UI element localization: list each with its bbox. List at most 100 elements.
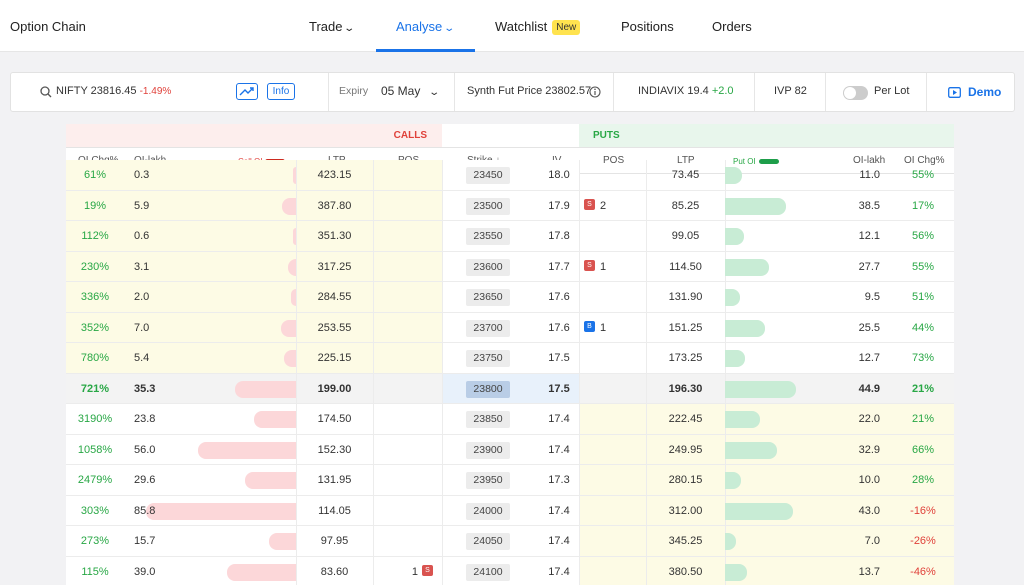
search-icon[interactable] (40, 86, 52, 98)
column-divider (646, 373, 647, 403)
chart-button[interactable] (236, 83, 258, 100)
table-row[interactable]: 3190% 23.8 174.50 23850 17.4 222.45 22.0 21% (66, 404, 954, 435)
put-ltp: 131.90 (668, 291, 703, 303)
strike-column-bg (442, 190, 579, 220)
table-row[interactable]: 1058% 56.0 152.30 23900 17.4 249.95 32.9 66% (66, 434, 954, 465)
nav-orders[interactable]: Orders (712, 19, 752, 34)
put-oi-bar-track (725, 404, 801, 434)
call-oi-lakh: 35.3 (134, 382, 156, 395)
strike-price[interactable]: 23950 (466, 472, 510, 489)
symbol-search[interactable]: NIFTY 23816.45 -1.49% (56, 85, 171, 97)
symbol-price: 23816.45 (90, 85, 137, 97)
position-type-badge: B (584, 321, 595, 333)
position-type-badge: S (584, 199, 595, 211)
ivp: IVP 82 (774, 85, 807, 97)
implied-volatility: 17.5 (548, 352, 570, 364)
put-oi-lakh: 12.1 (858, 230, 880, 242)
call-ltp: 152.30 (317, 443, 352, 456)
table-row[interactable]: 780% 5.4 225.15 23750 17.5 173.25 12.7 73% (66, 343, 954, 374)
strike-column-bg (442, 404, 579, 434)
strike-column-bg (442, 526, 579, 556)
implied-volatility: 17.4 (548, 565, 570, 578)
position-qty: 2 (600, 199, 607, 212)
strike-price[interactable]: 23850 (466, 411, 510, 428)
strike-price[interactable]: 23600 (466, 258, 510, 276)
info-button[interactable]: Info (267, 83, 295, 100)
info-circle-icon[interactable] (589, 86, 601, 98)
table-row[interactable]: 352% 7.0 253.55 23700 17.6 B 1 151.25 25.5 44% (66, 312, 954, 343)
column-divider (442, 404, 443, 434)
table-row[interactable]: 721% 35.3 199.00 23800 17.5 196.30 44.9 21% (66, 373, 954, 404)
nav-positions[interactable]: Positions (621, 19, 674, 34)
table-row[interactable]: 115% 39.0 83.60 1 S 24100 17.4 380.50 13.7 -46% (66, 556, 954, 585)
table-row[interactable]: 273% 15.7 97.95 24050 17.4 345.25 7.0 -26% (66, 526, 954, 557)
put-oi-bar-track (725, 557, 801, 585)
strike-column-bg (442, 465, 579, 495)
strike-price[interactable]: 24050 (466, 533, 510, 550)
nav-watchlist[interactable]: Watchlist New (495, 19, 581, 36)
demo-button[interactable]: Demo (968, 85, 1002, 99)
call-itm-shade (66, 251, 442, 281)
put-ltp: 99.05 (671, 230, 700, 242)
put-oi-bar (725, 289, 740, 306)
put-oi-lakh: 44.9 (858, 382, 880, 395)
table-row[interactable]: 112% 0.6 351.30 23550 17.8 99.05 12.1 56% (66, 221, 954, 252)
call-oi-change: 1058% (77, 443, 113, 456)
column-divider (646, 312, 647, 342)
put-oi-change: 55% (911, 169, 935, 181)
per-lot-toggle[interactable] (843, 86, 868, 100)
column-divider (373, 526, 374, 556)
table-group-header: CALLS PUTS (66, 124, 954, 147)
col-put-oi-lakh[interactable]: OI-lakh (853, 155, 886, 166)
col-put-pos[interactable]: POS (603, 155, 625, 166)
call-ltp: 131.95 (317, 474, 352, 486)
call-ltp: 387.80 (317, 199, 352, 212)
put-oi-change: 21% (911, 382, 935, 395)
col-put-oi-chg[interactable]: OI Chg% (904, 155, 945, 166)
strike-price[interactable]: 23900 (466, 441, 510, 459)
table-row[interactable]: 2479% 29.6 131.95 23950 17.3 280.15 10.0 28% (66, 465, 954, 496)
strike-price[interactable]: 23500 (466, 197, 510, 215)
table-row[interactable]: 336% 2.0 284.55 23650 17.6 131.90 9.5 51% (66, 282, 954, 313)
strike-price[interactable]: 24000 (466, 502, 510, 520)
column-divider (296, 434, 297, 464)
puts-header: PUTS (579, 124, 954, 147)
put-oi-bar-track (725, 496, 801, 526)
call-oi-lakh: 7.0 (134, 321, 150, 334)
play-video-icon[interactable] (948, 87, 961, 98)
column-divider (579, 434, 580, 464)
put-itm-shade (579, 404, 954, 434)
call-ltp: 253.55 (317, 321, 352, 334)
strike-price[interactable]: 24100 (466, 563, 510, 581)
table-row[interactable]: 19% 5.9 387.80 23500 17.9 S 2 85.25 38.5 17% (66, 190, 954, 221)
call-oi-change: 115% (81, 565, 109, 578)
strike-price[interactable]: 23700 (466, 319, 510, 337)
strike-price[interactable]: 23650 (466, 289, 510, 306)
col-put-oi[interactable]: Put OI (733, 156, 779, 167)
call-oi-change: 61% (83, 169, 107, 181)
strike-price[interactable]: 23800 (466, 380, 510, 398)
strike-price[interactable]: 23550 (466, 228, 510, 245)
column-divider (579, 373, 580, 403)
put-oi-change: 51% (911, 291, 935, 303)
nav-trade[interactable]: Trade⌄ (309, 19, 356, 34)
nav-analyse[interactable]: Analyse⌄ (396, 19, 455, 34)
table-row[interactable]: 61% 0.3 423.15 23450 18.0 73.45 11.0 55% (66, 160, 954, 191)
synth-fut-price: Synth Fut Price 23802.57 (467, 85, 591, 97)
strike-price[interactable]: 23450 (466, 167, 510, 184)
table-row[interactable]: 230% 3.1 317.25 23600 17.7 S 1 114.50 27.7 55% (66, 251, 954, 282)
call-oi-bar-track (146, 313, 296, 343)
col-put-ltp[interactable]: LTP (677, 155, 695, 166)
strike-price[interactable]: 23750 (466, 350, 510, 367)
put-oi-bar-track (725, 526, 801, 556)
table-row[interactable]: 303% 85.8 114.05 24000 17.4 312.00 43.0 -16% (66, 495, 954, 526)
expiry-select[interactable]: 05 May ⌄ (381, 84, 440, 98)
position-qty: 1 (600, 260, 607, 273)
put-oi-bar-track (725, 435, 801, 465)
put-oi-change: 28% (911, 474, 935, 486)
implied-volatility: 17.4 (548, 443, 570, 456)
